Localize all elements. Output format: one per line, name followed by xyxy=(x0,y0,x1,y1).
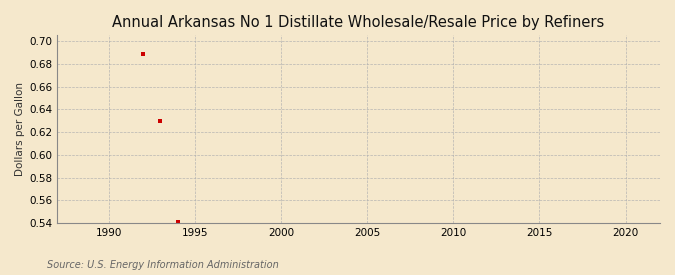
Text: Source: U.S. Energy Information Administration: Source: U.S. Energy Information Administ… xyxy=(47,260,279,270)
Title: Annual Arkansas No 1 Distillate Wholesale/Resale Price by Refiners: Annual Arkansas No 1 Distillate Wholesal… xyxy=(113,15,605,30)
Y-axis label: Dollars per Gallon: Dollars per Gallon xyxy=(15,82,25,176)
